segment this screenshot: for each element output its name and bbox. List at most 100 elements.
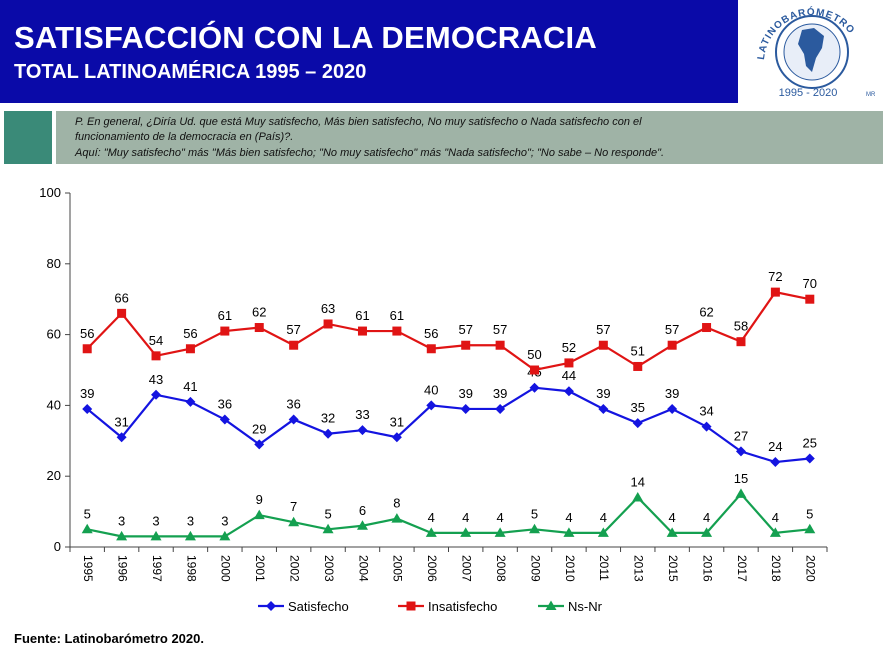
data-label-insatisfecho: 61 <box>390 308 404 323</box>
data-point-ns-nr <box>460 527 472 537</box>
data-point-satisfecho <box>219 414 230 425</box>
data-point-ns-nr <box>769 527 781 537</box>
x-tick-label: 1995 <box>81 555 95 582</box>
data-point-satisfecho <box>288 414 299 425</box>
data-label-insatisfecho: 70 <box>803 276 817 291</box>
data-point-ns-nr <box>356 520 368 530</box>
data-label-ns-nr: 5 <box>531 506 538 521</box>
data-label-ns-nr: 4 <box>703 510 710 525</box>
data-point-ns-nr <box>632 491 644 502</box>
x-tick-label: 2002 <box>287 555 301 582</box>
data-point-insatisfecho <box>220 326 230 336</box>
data-label-ns-nr: 4 <box>565 510 572 525</box>
question-line-2: funcionamiento de la democracia en (País… <box>75 131 294 143</box>
data-point-satisfecho <box>529 382 540 393</box>
data-label-insatisfecho: 62 <box>252 305 266 320</box>
data-label-ns-nr: 9 <box>256 492 263 507</box>
data-label-ns-nr: 4 <box>496 510 503 525</box>
data-point-ns-nr <box>253 509 265 520</box>
data-label-insatisfecho: 66 <box>114 290 128 305</box>
data-point-insatisfecho <box>770 287 780 297</box>
data-point-insatisfecho <box>598 340 608 350</box>
header-banner: SATISFACCIÓN CON LA DEMOCRACIA TOTAL LAT… <box>0 0 738 103</box>
x-tick-label: 2005 <box>391 555 405 582</box>
data-point-insatisfecho <box>702 323 712 333</box>
data-label-satisfecho: 39 <box>596 386 610 401</box>
data-point-ns-nr <box>735 488 747 498</box>
x-tick-label: 2016 <box>700 555 714 582</box>
y-tick-label: 80 <box>47 256 61 271</box>
data-label-insatisfecho: 56 <box>80 326 94 341</box>
data-label-insatisfecho: 57 <box>458 322 472 337</box>
data-label-ns-nr: 8 <box>393 496 400 511</box>
data-label-satisfecho: 39 <box>458 386 472 401</box>
data-label-insatisfecho: 61 <box>355 308 369 323</box>
page-subtitle: TOTAL LATINOAMÉRICA 1995 – 2020 <box>14 61 367 83</box>
data-label-satisfecho: 36 <box>218 397 232 412</box>
data-label-insatisfecho: 63 <box>321 301 335 316</box>
data-point-ns-nr <box>494 527 506 537</box>
data-label-insatisfecho: 52 <box>562 340 576 355</box>
data-point-ns-nr <box>804 523 816 534</box>
data-label-satisfecho: 24 <box>768 439 782 454</box>
data-point-ns-nr <box>322 523 334 534</box>
data-point-insatisfecho <box>633 361 643 371</box>
question-box <box>56 111 883 164</box>
x-tick-label: 2006 <box>425 555 439 582</box>
latinobarometro-logo: LATINOBARÓMETRO 1995 - 2020 MR <box>738 0 887 103</box>
y-tick-label: 60 <box>47 327 61 342</box>
data-label-ns-nr: 4 <box>428 510 435 525</box>
data-label-ns-nr: 4 <box>600 510 607 525</box>
x-tick-label: 2017 <box>735 555 749 582</box>
data-label-ns-nr: 5 <box>806 506 813 521</box>
data-point-ns-nr <box>150 530 162 541</box>
x-tick-label: 1996 <box>115 555 129 582</box>
data-label-insatisfecho: 54 <box>149 333 163 348</box>
data-label-insatisfecho: 61 <box>218 308 232 323</box>
x-tick-label: 2015 <box>666 555 680 582</box>
source-note: Fuente: Latinobarómetro 2020. <box>14 631 204 646</box>
data-point-insatisfecho <box>254 323 264 333</box>
data-point-satisfecho <box>495 403 506 414</box>
legend-label-insatisfecho: Insatisfecho <box>428 599 497 614</box>
data-label-satisfecho: 43 <box>149 372 163 387</box>
logo-emblem: LATINOBARÓMETRO 1995 - 2020 MR <box>756 5 876 99</box>
data-label-ns-nr: 5 <box>84 506 91 521</box>
legend-marker-insatisfecho <box>406 601 416 611</box>
data-label-ns-nr: 3 <box>152 513 159 528</box>
data-label-ns-nr: 15 <box>734 471 748 486</box>
data-label-satisfecho: 40 <box>424 382 438 397</box>
data-label-satisfecho: 35 <box>631 400 645 415</box>
data-point-satisfecho <box>254 439 265 450</box>
data-point-ns-nr <box>116 530 128 541</box>
page-title: SATISFACCIÓN CON LA DEMOCRACIA <box>14 20 597 55</box>
data-point-insatisfecho <box>736 337 746 347</box>
data-label-satisfecho: 41 <box>183 379 197 394</box>
data-label-satisfecho: 39 <box>665 386 679 401</box>
logo-years: 1995 - 2020 <box>779 87 838 99</box>
data-point-satisfecho <box>804 453 815 464</box>
data-label-ns-nr: 6 <box>359 503 366 518</box>
series-line-satisfecho <box>86 386 810 464</box>
data-point-ns-nr <box>597 527 609 537</box>
y-tick-label: 0 <box>54 539 61 554</box>
data-point-satisfecho <box>460 403 471 414</box>
legend-marker-ns-nr <box>545 600 557 610</box>
data-label-ns-nr: 5 <box>324 506 331 521</box>
data-point-satisfecho <box>323 428 334 439</box>
data-label-ns-nr: 3 <box>187 513 194 528</box>
x-tick-label: 2007 <box>460 555 474 582</box>
series-line-ns-nr <box>86 492 810 538</box>
data-point-insatisfecho <box>185 344 195 354</box>
question-line-1: P. En general, ¿Diría Ud. que está Muy s… <box>75 116 642 128</box>
data-point-ns-nr <box>219 530 231 541</box>
data-label-satisfecho: 36 <box>286 397 300 412</box>
y-tick-label: 20 <box>47 468 61 483</box>
data-point-insatisfecho <box>530 365 540 375</box>
x-tick-label: 2003 <box>322 555 336 582</box>
x-tick-label: 2000 <box>219 555 233 582</box>
question-accent-bar <box>4 111 52 164</box>
data-point-insatisfecho <box>357 326 367 336</box>
data-label-ns-nr: 3 <box>221 513 228 528</box>
data-label-ns-nr: 7 <box>290 499 297 514</box>
